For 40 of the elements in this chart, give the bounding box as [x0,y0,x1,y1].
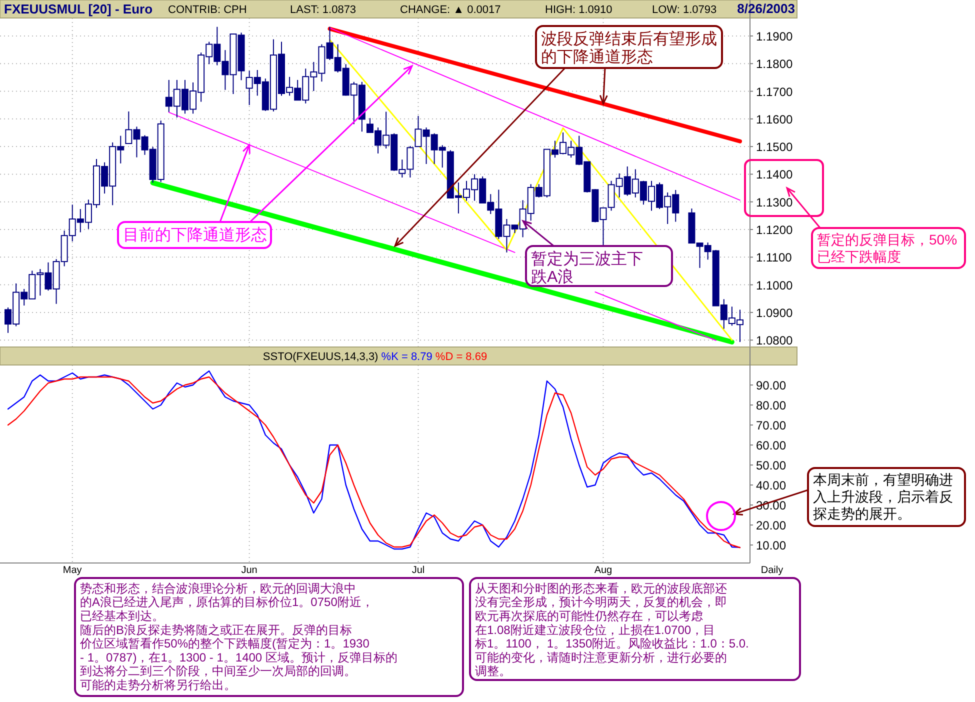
ytick: 1.1500 [756,140,793,154]
ytick: 50.00 [756,458,786,472]
ytick: 1.0800 [756,334,793,348]
ytick: 1.1000 [756,278,793,292]
header-item: CHANGE: ▲ 0.0017 [400,4,501,16]
xtick: Jun [241,565,258,576]
header-item: LOW: 1.0793 [652,4,717,16]
note: 波段反弹结束后有望形成的下降通道形态 [541,31,717,66]
ytick: 1.1700 [756,84,793,99]
title: SSTO(FXEUUS,14,3,3) %K = 8.79 %D = 8.69 [262,350,488,363]
note: 势态和形态，结合波浪理论分析，欧元的回调大浪中的A浪已经进入尾声，原估算的目标价位1。0750附近，已经基本到达。随后的B浪反探走势将随之或正在展开。反弹的目标价位区域暂看作50%的整个下跌幅度(暂定为：1。1930 - 1。0787)，在1。1300 - 1。1400 区域。预计，反弹目标的到达将分二到三个阶段，中间至少一次局部的回调。可能的走势分析将另行给出。 [80,581,398,692]
ytick: 80.00 [756,398,786,412]
ytick: 1.1400 [756,168,793,182]
ytick: 70.00 [756,418,786,432]
ytick: 1.1600 [756,112,793,126]
header-item: CONTRIB: CPH [168,4,247,16]
ytick: 1.1300 [756,195,793,210]
xtick: May [62,565,82,576]
note: 从天图和分时图的形态来看，欧元的波段底部还没有完全形成，预计今明两天，反复的机会，即欧元再次探底的可能性仍然存在，可以考虑在1.08附近建立波段仓位，止损在1.0700，目标1。1100， 1。1350附近。风险收益比：1.0：5.0.可能的变化，请随时注意更新分析，进行必要的调整。 [475,581,749,678]
ytick: 90.00 [756,378,786,392]
ytick: 1.1900 [756,29,793,44]
note: Daily [760,565,784,576]
ytick: 60.00 [756,438,786,452]
note: 暂定的反弹目标，50%已经下跌幅度 [817,231,958,264]
header-item: LAST: 1.0873 [290,4,356,16]
ytick: 1.1100 [756,250,792,265]
xtick: Aug [594,565,612,576]
ytick: 40.00 [756,478,786,492]
header-item: 8/26/2003 [737,1,795,16]
xtick: Jul [412,565,425,576]
note: 目前的下降通道形态 [123,227,267,244]
ytick: 1.0900 [756,306,793,320]
header-item: HIGH: 1.0910 [545,4,612,16]
note: 暂定为三波主下跌A浪 [531,251,643,286]
note: 本周末前，有望明确进入上升波段，启示着反探走势的展开。 [813,471,953,522]
ytick: 20.00 [756,518,786,532]
ytick: 1.1800 [756,57,793,72]
title: FXEUUSMUL [20] - Euro [4,2,153,17]
ytick: 1.1200 [756,223,793,237]
ytick: 10.00 [756,538,786,552]
